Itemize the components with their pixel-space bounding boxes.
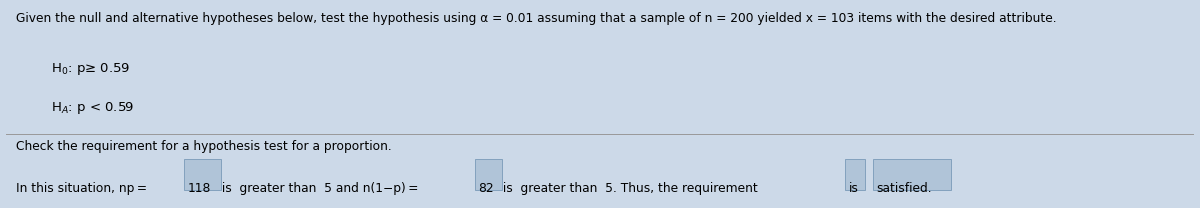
Text: satisfied.: satisfied. <box>876 182 932 195</box>
Text: Check the requirement for a hypothesis test for a proportion.: Check the requirement for a hypothesis t… <box>16 140 391 153</box>
FancyBboxPatch shape <box>475 158 502 190</box>
Text: is  greater than  5. Thus, the requirement: is greater than 5. Thus, the requirement <box>498 182 773 195</box>
Text: is  greater than  5 and n(1−p) =: is greater than 5 and n(1−p) = <box>217 182 422 195</box>
Text: H$_A$: p < 0.59: H$_A$: p < 0.59 <box>52 100 134 116</box>
Text: H$_0$: p≥ 0.59: H$_0$: p≥ 0.59 <box>52 61 130 77</box>
FancyBboxPatch shape <box>185 158 221 190</box>
Text: 118: 118 <box>187 182 211 195</box>
Text: is: is <box>848 182 859 195</box>
Text: In this situation, np =: In this situation, np = <box>16 182 150 195</box>
FancyBboxPatch shape <box>872 158 950 190</box>
Text: 82: 82 <box>479 182 494 195</box>
FancyBboxPatch shape <box>845 158 865 190</box>
Text: Given the null and alternative hypotheses below, test the hypothesis using α = 0: Given the null and alternative hypothese… <box>16 12 1056 25</box>
